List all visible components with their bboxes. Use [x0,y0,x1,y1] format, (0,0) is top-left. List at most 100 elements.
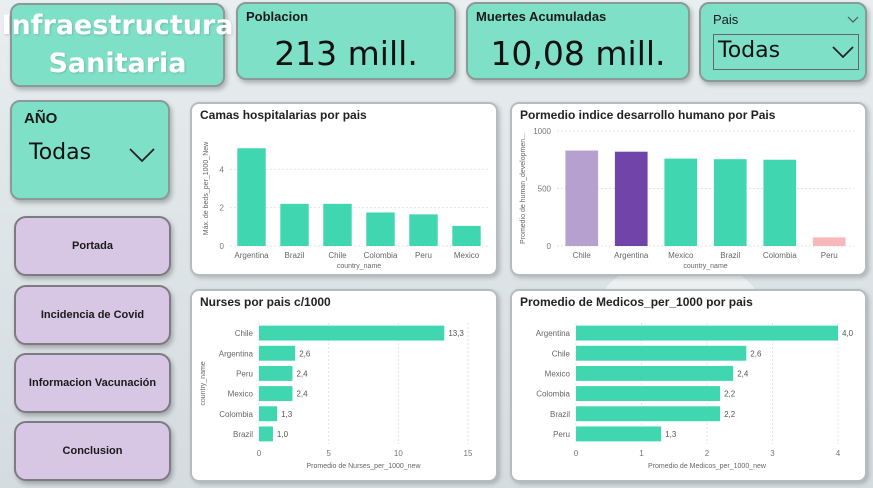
bar [576,365,734,381]
kpi-poblacion-card: Poblacion 213 mill. [236,2,456,80]
pais-dropdown[interactable]: Todas [713,34,859,70]
bar [576,345,747,361]
bar [576,406,721,422]
x-tick-label: Mexico [454,251,480,260]
idh-chart-card: Pormedio indice desarrollo humano por Pa… [510,102,867,276]
kpi-muertes-label: Muertes Acumuladas [476,9,607,24]
bar [664,158,698,246]
nav-button-portada[interactable]: Portada [14,216,171,276]
medicos-chart: 0 1 2 3 4 Argentina 4,0 Chile 2,6 Mexico 2,4 Colomb… [536,323,854,470]
anio-dropdown-value: Todas [29,140,92,165]
bar [576,325,838,341]
bar [237,148,266,246]
data-label: 1,3 [281,410,293,419]
nurses-chart: 0 5 10 15 Chile 13,3 Argentina 2,6 Peru 2,4 Mexico… [200,323,473,470]
y-axis-label: country_name [200,361,207,405]
x-tick-label: Chile [573,251,592,260]
bar [259,386,293,402]
x-tick-label: Colombia [364,251,398,260]
camas-chart: 0 2 4 Argentina Brazil Chile Colombia Peru Mexic… [203,141,488,270]
x-tick-label: 0 [257,449,262,458]
kpi-poblacion-label: Poblacion [246,9,309,24]
x-tick-label: Mexico [668,251,694,260]
y-tick-label: Argentina [536,329,571,338]
x-axis-label: Promedio de Medicos_per_1000_new [648,463,767,470]
bar [576,386,721,402]
data-label: 2,6 [750,349,762,358]
y-tick-label: 0 [547,242,552,251]
data-label: 2,2 [724,410,736,419]
bar [280,203,309,246]
data-label: 2,4 [296,369,308,378]
y-tick-label: Peru [553,430,570,439]
kpi-poblacion-value: 213 mill. [274,34,418,73]
y-tick-label: 0 [220,242,225,251]
medicos-chart-card: Promedio de Medicos_per_1000 por pais 0 1… [510,289,867,482]
x-tick-label: Chile [328,251,347,260]
y-tick-label: 1000 [533,127,551,136]
anio-slicer-label: AÑO [24,110,58,127]
x-tick-label: 10 [394,449,403,458]
bar [452,225,481,246]
y-tick-label: Chile [235,329,254,338]
x-tick-label: Colombia [763,251,797,260]
pais-slicer-card: Pais Todas [699,2,867,82]
idh-chart: 0 500 1000 Chile Argentina Mexico Brazil Colomb… [520,127,854,270]
nurses-chart-card: Nurses por pais c/1000 0 5 10 15 Chile 13,3 Ar… [190,289,498,482]
data-label: 2,6 [299,349,311,358]
x-tick-label: 5 [326,449,331,458]
nav-button-incidencia-covid[interactable]: Incidencia de Covid [14,285,171,345]
y-tick-label: Argentina [219,349,254,358]
pais-slicer-label: Pais [713,12,739,27]
x-tick-label: Argentina [614,251,649,260]
data-label: 2,2 [724,390,736,399]
anio-dropdown[interactable]: Todas [24,136,164,178]
kpi-muertes-card: Muertes Acumuladas 10,08 mill. [466,2,690,80]
bar [614,151,648,246]
title-line-1: Infraestructura [1,10,234,41]
y-axis-label: Máx. de beds_per_1000_New [203,141,210,235]
y-tick-label: Chile [552,349,571,358]
bar [259,325,445,341]
x-tick-label: Argentina [234,251,269,260]
bar [565,150,599,246]
bar [259,365,293,381]
y-tick-label: Brazil [550,410,570,419]
data-label: 4,0 [842,329,854,338]
chart-title: Camas hospitalarias por pais [200,108,367,122]
y-tick-label: 4 [220,165,225,174]
dashboard-title: Infraestructura Sanitaria [1,7,233,83]
bar [259,406,278,422]
y-tick-label: Colombia [536,390,570,399]
chart-title: Pormedio indice desarrollo humano por Pa… [520,108,776,122]
x-tick-label: Peru [415,251,432,260]
bar [763,159,797,246]
x-tick-label: 2 [705,449,710,458]
y-tick-label: Brazil [233,430,253,439]
bar [812,237,846,246]
chevron-down-icon [832,46,854,59]
dashboard-title-card: Infraestructura Sanitaria [1,3,234,87]
title-line-2: Sanitaria [48,48,187,79]
collapse-chevron-icon[interactable] [847,16,859,24]
bar [259,426,273,442]
nav-button-informacion-vacunacion[interactable]: Informacion Vacunación [14,353,171,413]
x-tick-label: 15 [464,449,473,458]
y-tick-label: 500 [538,185,552,194]
bar [259,345,296,361]
kpi-muertes-value: 10,08 mill. [490,34,666,73]
data-label: 1,3 [665,430,677,439]
camas-chart-card: Camas hospitalarias por pais 0 2 4 Argentin… [190,102,498,276]
data-label: 13,3 [448,329,464,338]
x-tick-label: 1 [639,449,644,458]
bar [409,214,438,246]
bar [323,203,352,246]
chart-title: Promedio de Medicos_per_1000 por pais [520,295,753,309]
anio-slicer-card: AÑO Todas [10,100,170,200]
y-axis-label: Promedio de human_developmen... [520,133,527,244]
nav-button-conclusion[interactable]: Conclusion [14,421,171,481]
bar [366,212,395,246]
bar [713,159,747,246]
data-label: 2,4 [737,369,749,378]
x-axis-label: country_name [337,263,381,270]
